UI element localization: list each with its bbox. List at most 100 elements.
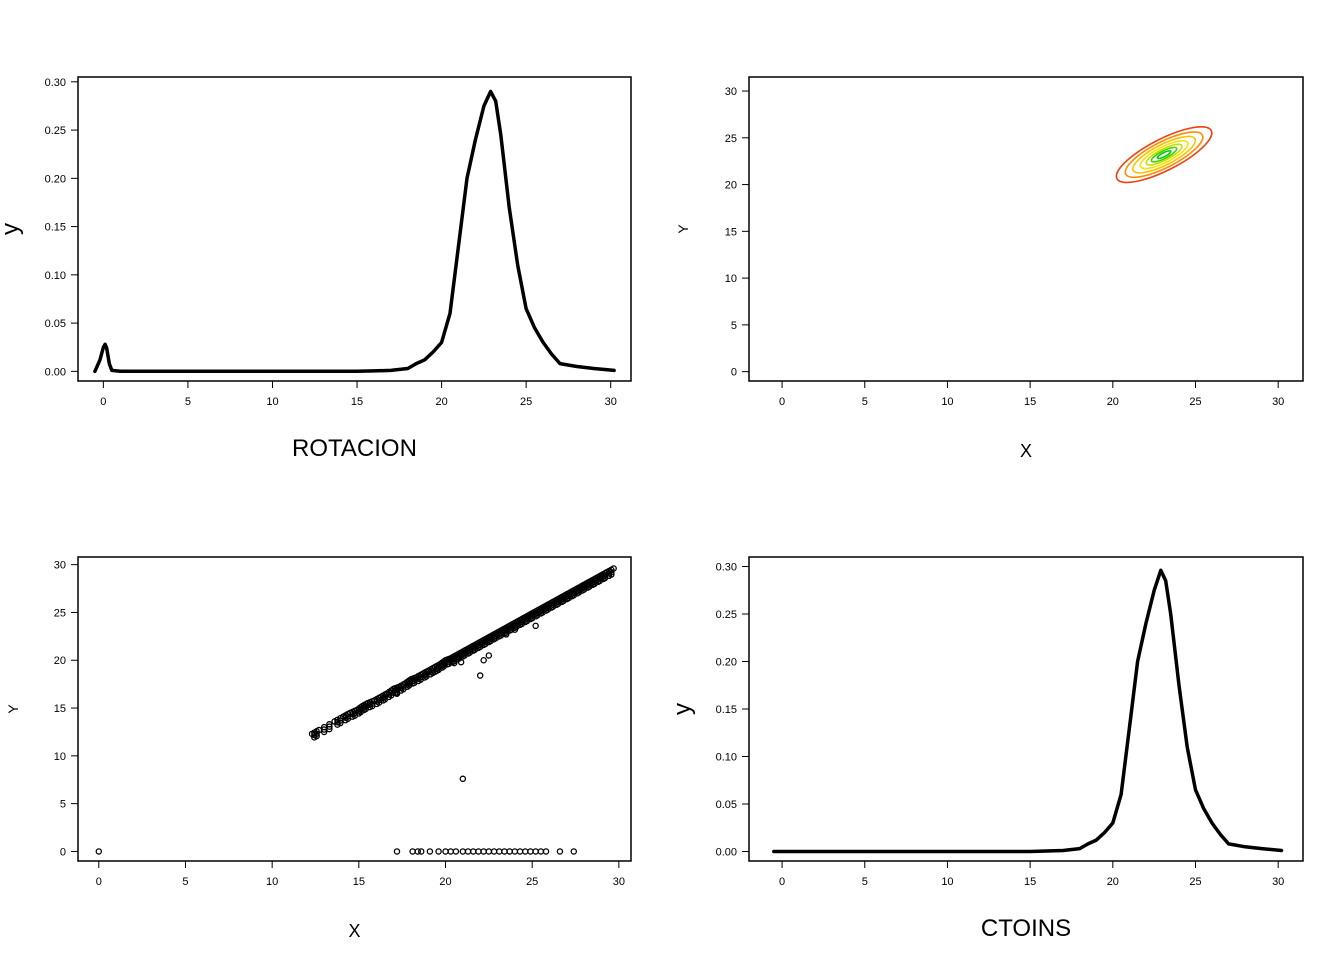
y-tick-label: 0.20 [716, 657, 737, 669]
scatter-point [464, 848, 472, 855]
scatter-point [603, 569, 610, 576]
y-axis-title: y [0, 223, 24, 235]
scatter-point [598, 571, 605, 579]
x-tick-label: 5 [862, 876, 868, 888]
y-tick-label: 0.00 [45, 366, 66, 378]
x-tick-label: 20 [435, 396, 447, 408]
y-tick-label: 0.15 [45, 222, 66, 234]
panel-density-ctoins: 0 5 10 15 20 25 30 0.00 0.05 0.10 0.15 0.20 0.25 0.30… [669, 556, 1304, 942]
scatter-point [395, 683, 402, 691]
scatter-point [504, 623, 512, 631]
x-tick-label: 25 [1189, 396, 1201, 408]
x-tick-label: 25 [520, 396, 532, 408]
y-tick-label: 15 [725, 226, 737, 238]
x-tick-label: 10 [266, 876, 278, 888]
x-tick-label: 10 [941, 876, 953, 888]
scatter-point [326, 725, 333, 733]
x-tick-label: 30 [613, 876, 625, 888]
scatter-point [587, 577, 595, 585]
x-tick-label: 0 [96, 876, 102, 888]
scatter-point [308, 730, 316, 738]
y-tick-label: 10 [54, 751, 66, 763]
scatter-point [346, 709, 354, 717]
scatter-point [435, 848, 442, 855]
x-tick-label: 15 [1024, 396, 1036, 408]
y-tick-label: 0.20 [45, 173, 66, 185]
y-tick-label: 0 [731, 367, 737, 379]
scatter-point [431, 668, 439, 675]
scatter-point [610, 565, 617, 572]
x-tick-label: 5 [862, 396, 868, 408]
scatter-point [572, 586, 579, 593]
scatter-point [561, 591, 569, 599]
scatter-point [551, 597, 558, 605]
panel-density-rotacion: 0 5 10 15 20 25 30 0.00 0.05 0.10 0.15 0.20 0.25 0.30… [0, 76, 632, 462]
scatter-point [570, 848, 578, 855]
scatter-point [527, 848, 534, 855]
y-axis-title: Y [675, 224, 691, 234]
y-tick-label: 0.00 [716, 847, 737, 859]
y-tick-label: 25 [54, 607, 66, 619]
y-tick-label: 30 [54, 560, 66, 572]
x-tick-label: 15 [353, 876, 365, 888]
x-tick-label: 20 [1107, 876, 1119, 888]
scatter-point [478, 637, 486, 645]
y-tick-label: 10 [725, 273, 737, 285]
scatter-point [412, 674, 420, 681]
x-tick-label: 25 [526, 876, 538, 888]
scatter-point [582, 580, 590, 588]
y-tick-label: 0 [60, 846, 66, 858]
contour-level [1156, 150, 1172, 160]
scatter-point [537, 848, 545, 855]
scatter-point [567, 589, 574, 596]
scatter-point [337, 719, 344, 727]
x-tick-label: 20 [1107, 396, 1119, 408]
x-tick-label: 10 [941, 396, 953, 408]
panel-scatter-xy: 0 5 10 15 20 25 30 0 5 10 15 20 25 30 X Y [5, 556, 632, 941]
scatter-point [393, 848, 401, 855]
scatter-point [516, 848, 524, 855]
x-tick-label: 15 [351, 396, 363, 408]
scatter-point [542, 848, 550, 855]
scatter-point [593, 574, 600, 582]
scatter-point [393, 690, 401, 697]
scatter-point [473, 640, 480, 648]
scatter-point [468, 643, 475, 651]
scatter-point [452, 848, 460, 855]
scatter-point [426, 848, 434, 855]
scatter-point [359, 702, 366, 710]
x-tick-label: 20 [439, 876, 451, 888]
y-tick-label: 0.25 [45, 125, 66, 137]
scatter-point [530, 609, 538, 616]
plot-frame [77, 76, 632, 382]
scatter-point [511, 848, 519, 855]
x-axis-title: X [1020, 441, 1032, 461]
scatter-point [417, 848, 425, 855]
scatter-point [520, 614, 527, 622]
x-tick-label: 15 [1024, 876, 1036, 888]
x-tick-label: 0 [779, 876, 785, 888]
scatter-point [509, 620, 517, 628]
y-tick-label: 20 [54, 655, 66, 667]
y-tick-label: 15 [54, 703, 66, 715]
scatter-point [525, 612, 532, 619]
scatter-point [501, 848, 508, 855]
scatter-point [95, 848, 103, 855]
x-tick-label: 5 [182, 876, 188, 888]
scatter-point [490, 848, 498, 855]
scatter-point [326, 723, 333, 730]
x-tick-label: 30 [605, 396, 617, 408]
scatter-point [459, 848, 467, 855]
x-tick-label: 0 [100, 396, 106, 408]
y-tick-label: 0.05 [45, 318, 66, 330]
x-tick-label: 30 [1272, 396, 1284, 408]
scatter-point [459, 775, 467, 783]
contour-level [1115, 126, 1213, 184]
scatter-point [485, 652, 493, 659]
x-tick-label: 0 [779, 396, 785, 408]
scatter-point [383, 690, 390, 697]
contour-level [1139, 139, 1189, 170]
y-tick-label: 25 [725, 133, 737, 145]
scatter-point [499, 626, 506, 633]
